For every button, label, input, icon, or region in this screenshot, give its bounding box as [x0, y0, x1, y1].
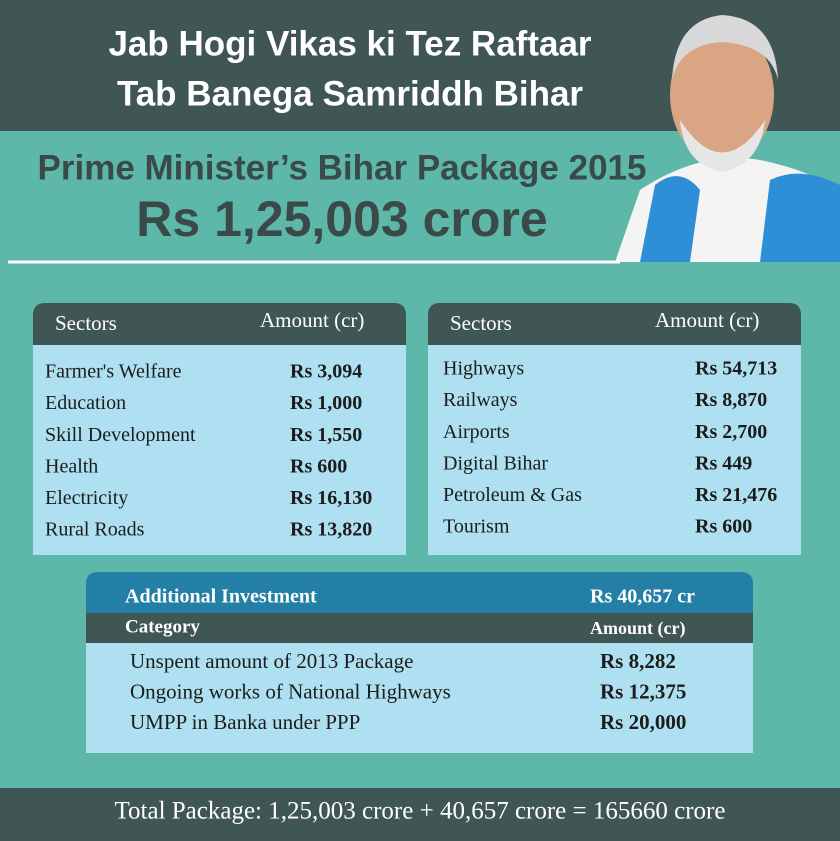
category-amount: Rs 12,375 — [600, 679, 686, 703]
sector-name: Farmer's Welfare — [45, 361, 182, 383]
additional-total: Rs 40,657 cr — [590, 586, 695, 608]
sector-table: Sectors Amount (cr) Highways Rs 54,713 Railw… — [428, 303, 801, 555]
sector-amount: Rs 3,094 — [290, 361, 362, 383]
sector-name: Tourism — [443, 516, 510, 538]
sector-name: Petroleum & Gas — [443, 484, 582, 506]
category-amount: Rs 20,000 — [600, 710, 686, 734]
category-header — [86, 613, 753, 643]
sector-amount: Rs 600 — [290, 455, 347, 477]
sector-name: Health — [45, 455, 98, 477]
table-body — [86, 643, 753, 753]
sector-amount: Rs 13,820 — [290, 519, 372, 541]
sector-amount: Rs 8,870 — [695, 389, 767, 411]
table-header — [428, 303, 801, 345]
portrait — [615, 15, 840, 262]
header-line: Tab Banega Samriddh Bihar — [117, 74, 583, 113]
package-amount: Rs 1,25,003 crore — [136, 191, 547, 247]
sector-name: Rural Roads — [45, 519, 145, 541]
sector-amount: Rs 449 — [695, 452, 752, 474]
column-header: Amount (cr) — [655, 308, 759, 332]
category-name: UMPP in Banka under PPP — [130, 710, 360, 734]
sector-amount: Rs 600 — [695, 516, 752, 538]
footer-total: Total Package: 1,25,003 crore + 40,657 c… — [115, 798, 726, 825]
sector-name: Electricity — [45, 487, 128, 509]
sector-name: Education — [45, 392, 126, 414]
header-line: Jab Hogi Vikas ki Tez Raftaar — [108, 24, 591, 63]
column-header: Amount (cr) — [260, 308, 364, 332]
sector-table: Sectors Amount (cr) Farmer's Welfare Rs 3,0… — [33, 303, 406, 555]
sector-amount: Rs 16,130 — [290, 487, 372, 509]
category-amount: Rs 8,282 — [600, 649, 676, 673]
column-header: Sectors — [55, 311, 117, 335]
sector-amount: Rs 21,476 — [695, 484, 777, 506]
sector-amount: Rs 1,000 — [290, 392, 362, 414]
column-header: Category — [125, 616, 200, 637]
sector-name: Airports — [443, 421, 510, 443]
table-body — [428, 345, 801, 555]
table-body — [33, 345, 406, 555]
category-name: Unspent amount of 2013 Package — [130, 649, 413, 673]
sector-amount: Rs 54,713 — [695, 358, 777, 380]
sector-amount: Rs 1,550 — [290, 424, 362, 446]
additional-table: Additional Investment Rs 40,657 cr Categ… — [86, 572, 753, 753]
category-name: Ongoing works of National Highways — [130, 679, 451, 703]
table-header — [33, 303, 406, 345]
sector-name: Highways — [443, 358, 524, 380]
sector-name: Railways — [443, 389, 518, 411]
sector-name: Skill Development — [45, 424, 196, 446]
sector-name: Digital Bihar — [443, 452, 548, 474]
column-header: Sectors — [450, 311, 512, 335]
column-header: Amount (cr) — [590, 618, 685, 639]
package-title: Prime Minister’s Bihar Package 2015 — [38, 148, 647, 187]
additional-title: Additional Investment — [125, 586, 317, 608]
additional-header — [86, 572, 753, 613]
footer-band — [0, 788, 840, 841]
sector-amount: Rs 2,700 — [695, 421, 767, 443]
